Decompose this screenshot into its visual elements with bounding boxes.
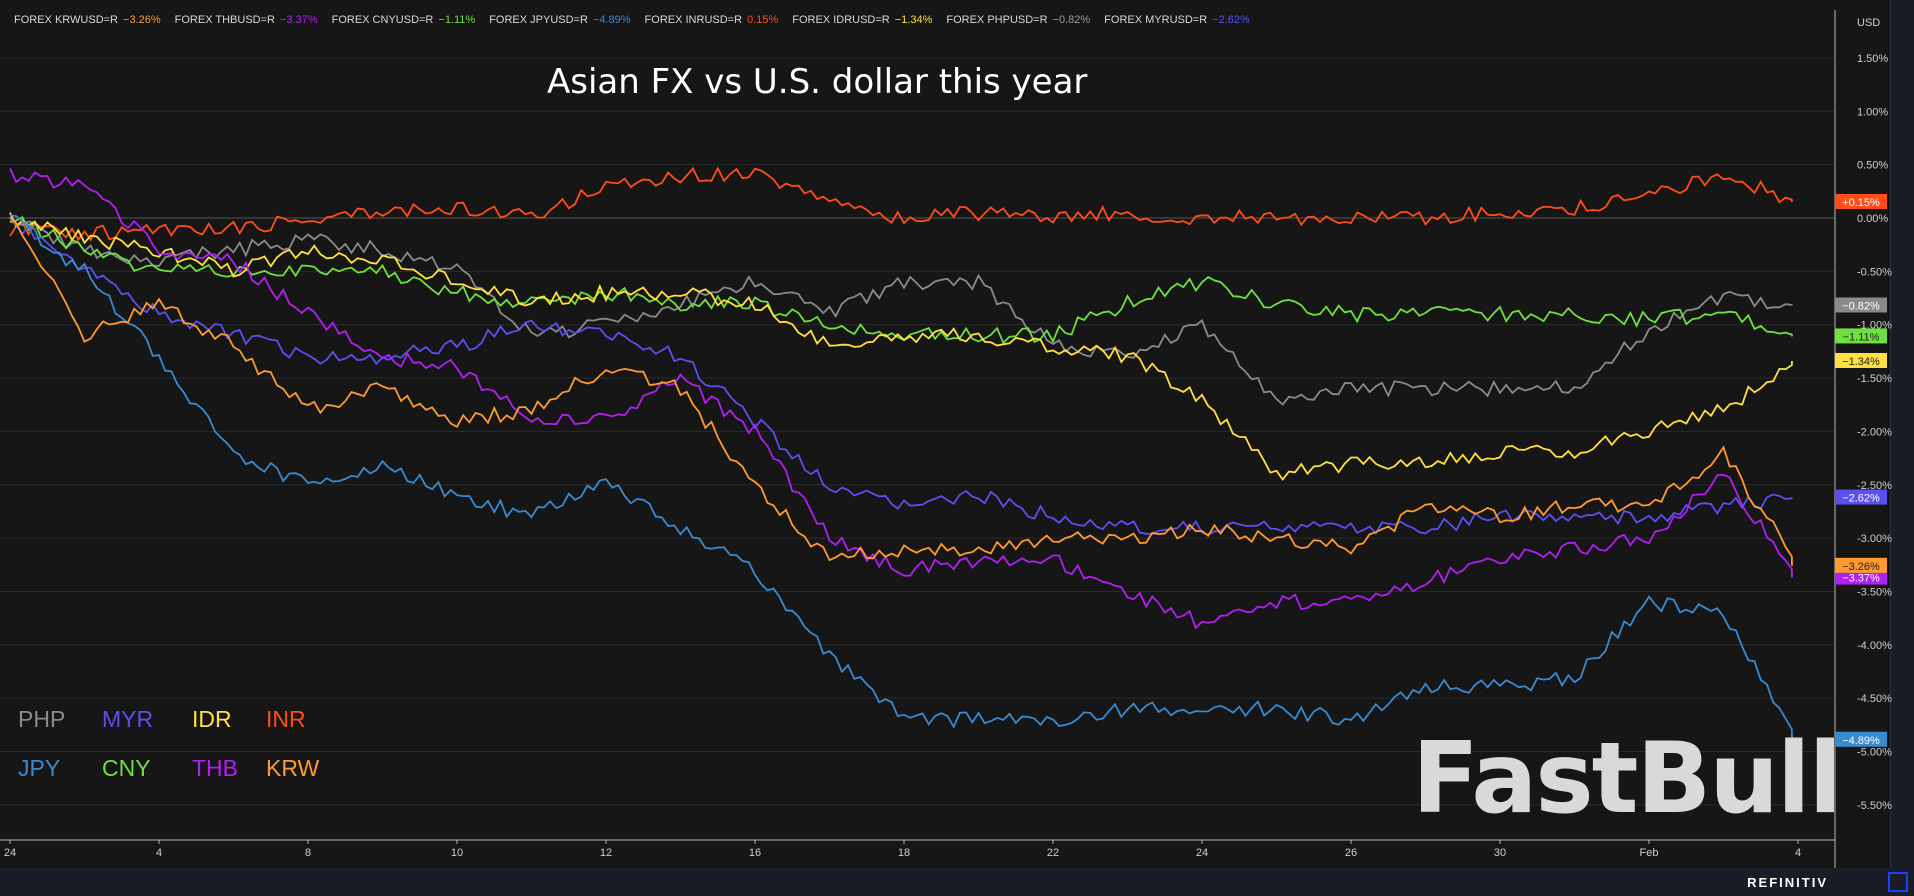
- last-value-tag-inr: [1835, 193, 1887, 209]
- last-value-tag-jpy: [1835, 731, 1887, 747]
- y-tick-label: -4.50%: [1857, 693, 1892, 705]
- series-change: −1.34%: [894, 14, 933, 26]
- series-header-item[interactable]: FOREX CNYUSD=R −1.11%: [332, 14, 476, 34]
- legend-item-inr: INR: [266, 706, 306, 732]
- series-ric: FOREX CNYUSD=R: [331, 14, 434, 26]
- series-line-thb: [9, 168, 1793, 630]
- y-tick-label: -3.50%: [1857, 586, 1892, 598]
- x-tick-label: 16: [749, 847, 761, 859]
- last-value-label: −2.62%: [1842, 493, 1880, 505]
- last-value-label: −1.11%: [1843, 331, 1880, 343]
- legend-item-krw: KRW: [266, 755, 320, 781]
- x-tick-label: 18: [898, 847, 910, 859]
- series-header-item[interactable]: FOREX PHPUSD=R −0.82%: [946, 14, 1090, 34]
- y-tick-label: 1.00%: [1857, 106, 1888, 118]
- line-chart[interactable]: 1.50%1.00%0.50%0.00%-0.50%-1.00%-1.50%-2…: [0, 0, 1914, 868]
- x-tick-label: 24: [4, 847, 16, 859]
- x-tick-label: 12: [600, 847, 612, 859]
- series-line-myr: [9, 217, 1793, 536]
- series-line-krw: [9, 216, 1793, 566]
- series-ric: FOREX PHPUSD=R: [946, 14, 1048, 26]
- series-change: −1.11%: [438, 14, 476, 26]
- legend-item-cny: CNY: [102, 755, 151, 781]
- series-header-item[interactable]: FOREX THBUSD=R −3.37%: [175, 14, 318, 34]
- last-value-label: −0.82%: [1842, 300, 1880, 312]
- last-value-label: −1.34%: [1842, 356, 1880, 368]
- last-value-label: −4.89%: [1842, 735, 1880, 747]
- chart-title: Asian FX vs U.S. dollar this year: [547, 62, 1088, 102]
- series-change: −3.37%: [279, 14, 318, 26]
- series-header-item[interactable]: FOREX JPYUSD=R −4.89%: [489, 14, 630, 34]
- x-tick-label: 4: [1795, 847, 1801, 859]
- series-line-php: [9, 219, 1793, 406]
- series-header-item[interactable]: FOREX MYRUSD=R −2.62%: [1104, 14, 1250, 34]
- legend-item-idr: IDR: [192, 706, 232, 732]
- series-line-inr: [9, 166, 1793, 242]
- y-tick-label: -1.50%: [1857, 373, 1892, 385]
- x-tick-label: 22: [1047, 847, 1059, 859]
- y-tick-label: -0.50%: [1857, 266, 1892, 278]
- y-tick-label: -2.50%: [1857, 480, 1892, 492]
- x-tick-label: 8: [305, 847, 311, 859]
- series-ric: FOREX INRUSD=R: [644, 14, 743, 26]
- series-change: −0.82%: [1052, 14, 1091, 26]
- watermark-logo: FastBull: [1412, 722, 1842, 836]
- series-line-idr: [9, 212, 1793, 482]
- brand-label: REFINITIV: [1747, 875, 1828, 890]
- series-change: 0.15%: [747, 14, 779, 26]
- x-tick-label: 26: [1345, 847, 1357, 859]
- last-value-tag-php: [1835, 297, 1887, 313]
- series-header: FOREX KRWUSD=R −3.26% FOREX THBUSD=R −3.37%…: [14, 14, 1250, 34]
- last-value-tag-thb: [1835, 569, 1887, 585]
- series-ric: FOREX IDRUSD=R: [792, 14, 890, 26]
- y-tick-label: 0.00%: [1857, 213, 1888, 225]
- x-tick-label: 30: [1494, 847, 1506, 859]
- series-change: −4.89%: [592, 14, 631, 26]
- series-ric: FOREX MYRUSD=R: [1104, 14, 1208, 26]
- last-value-label: −3.26%: [1842, 561, 1880, 573]
- series-change: −2.62%: [1212, 14, 1250, 26]
- series-change: −3.26%: [123, 14, 161, 26]
- x-tick-label: 4: [156, 847, 162, 859]
- y-tick-label: -3.00%: [1857, 533, 1892, 545]
- y-tick-label: -5.50%: [1857, 800, 1892, 812]
- legend-item-php: PHP: [18, 706, 66, 732]
- series-header-item[interactable]: FOREX INRUSD=R 0.15%: [645, 14, 779, 34]
- series-header-item[interactable]: FOREX IDRUSD=R −1.34%: [792, 14, 932, 34]
- x-tick-label: 24: [1196, 847, 1208, 859]
- last-value-tag-myr: [1835, 489, 1887, 505]
- y-tick-label: 0.50%: [1857, 160, 1888, 172]
- series-ric: FOREX KRWUSD=R: [14, 14, 119, 26]
- series-line-jpy: [9, 214, 1793, 740]
- y-tick-label: -5.00%: [1857, 747, 1892, 759]
- series-header-item[interactable]: FOREX KRWUSD=R −3.26%: [14, 14, 161, 34]
- y-tick-label: 1.50%: [1857, 53, 1888, 65]
- last-value-tag-krw: [1835, 557, 1887, 573]
- y-axis-unit: USD: [1857, 17, 1880, 29]
- chart-frame: [0, 0, 1891, 868]
- last-value-label: −3.37%: [1842, 573, 1880, 585]
- series-line-cny: [9, 215, 1793, 345]
- last-value-label: +0.15%: [1842, 197, 1880, 209]
- y-tick-label: -4.00%: [1857, 640, 1892, 652]
- series-ric: FOREX THBUSD=R: [174, 14, 275, 26]
- footer-bar: REFINITIV: [0, 868, 1914, 896]
- last-value-tag-idr: [1835, 352, 1887, 368]
- x-tick-label: Feb: [1640, 847, 1659, 859]
- legend: PHP MYR IDR INR JPY CNY THB KRW: [18, 706, 346, 782]
- legend-item-myr: MYR: [102, 706, 154, 732]
- legend-item-jpy: JPY: [18, 755, 61, 781]
- legend-item-thb: THB: [192, 755, 238, 781]
- x-tick-label: 10: [451, 847, 463, 859]
- refinitiv-logo-icon[interactable]: [1888, 872, 1908, 892]
- last-value-tag-cny: [1835, 328, 1887, 344]
- y-tick-label: -2.00%: [1857, 426, 1892, 438]
- series-ric: FOREX JPYUSD=R: [489, 14, 588, 26]
